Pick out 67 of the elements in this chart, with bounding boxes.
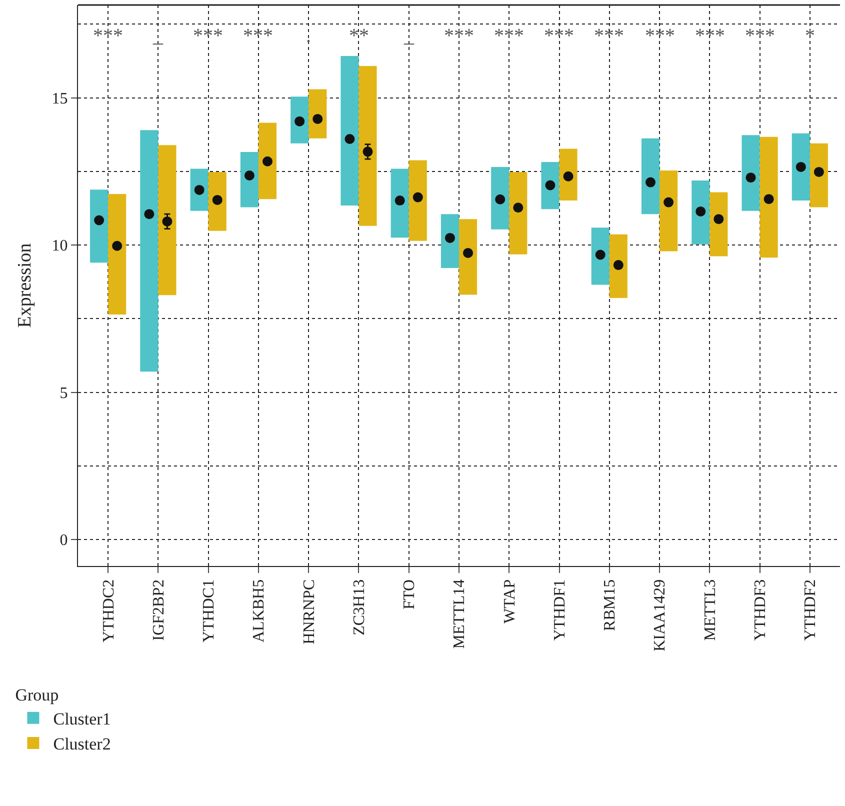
x-tick-label: YTHDF1: [551, 579, 568, 641]
bar: [609, 234, 628, 298]
bar: [358, 66, 377, 226]
x-tick-label: YTHDC2: [100, 579, 118, 643]
bar: [308, 89, 327, 138]
bar: [792, 133, 810, 201]
bar: [158, 145, 176, 296]
bar: [90, 190, 108, 263]
legend-title: Group: [15, 685, 59, 704]
annotation: **: [349, 25, 369, 47]
bar: [509, 172, 528, 254]
annotation: ***: [645, 25, 675, 47]
annotation: ***: [93, 25, 123, 47]
x-tick-label: RBM15: [602, 579, 619, 631]
x-tick-label: METTL14: [451, 579, 468, 649]
bar: [660, 170, 678, 252]
x-tick-label: METTL3: [702, 579, 719, 641]
y-tick-label: 10: [52, 238, 68, 255]
y-tick-label: 0: [60, 532, 68, 550]
x-tick-label: YTHDF3: [752, 579, 769, 641]
bar: [541, 162, 560, 210]
annotation: *: [805, 25, 815, 47]
bar: [810, 143, 828, 208]
legend-label: Cluster2: [53, 734, 111, 754]
bar: [591, 228, 610, 285]
annotation: ***: [594, 25, 624, 47]
bar: [742, 135, 760, 211]
bar: [290, 96, 309, 144]
bar: [760, 136, 778, 258]
annotation: ***: [695, 25, 725, 47]
y-tick-label: 5: [60, 384, 68, 402]
bar: [258, 122, 277, 200]
x-tick-label: YTHDC1: [200, 579, 218, 643]
bar: [340, 56, 359, 206]
annotation: _: [403, 25, 415, 47]
bar: [710, 192, 728, 256]
annotation: ***: [193, 25, 223, 47]
x-tick-label: YTHDF2: [802, 579, 820, 641]
bar: [140, 130, 158, 372]
x-tick-label: HNRNPC: [300, 579, 318, 644]
x-tick-label: IGF2BP2: [150, 579, 168, 641]
bar: [491, 166, 510, 230]
annotation: ***: [494, 25, 524, 47]
legend-label: Cluster1: [53, 709, 111, 728]
bar: [440, 214, 459, 268]
bar: [108, 194, 126, 315]
bar: [459, 219, 478, 295]
y-axis-title: Expression: [14, 242, 36, 328]
annotation: ***: [544, 25, 574, 47]
x-tick-label: ZC3H13: [350, 579, 368, 636]
x-tick-label: ALKBH5: [250, 579, 268, 643]
annotation: ***: [745, 25, 775, 47]
bar: [390, 168, 409, 238]
annotation: ***: [243, 25, 273, 47]
bar: [240, 152, 258, 208]
annotation: .: [306, 25, 311, 47]
x-tick-label: FTO: [401, 579, 418, 610]
annotation: _: [152, 25, 164, 47]
bar: [559, 148, 578, 201]
bar: [208, 172, 226, 231]
bar: [641, 138, 660, 214]
x-tick-label: KIAA1429: [652, 579, 669, 652]
bar: [408, 160, 427, 241]
x-tick-label: WTAP: [501, 579, 518, 624]
annotation: ***: [444, 25, 474, 47]
bar: [692, 180, 710, 244]
y-tick-label: 15: [52, 90, 68, 108]
